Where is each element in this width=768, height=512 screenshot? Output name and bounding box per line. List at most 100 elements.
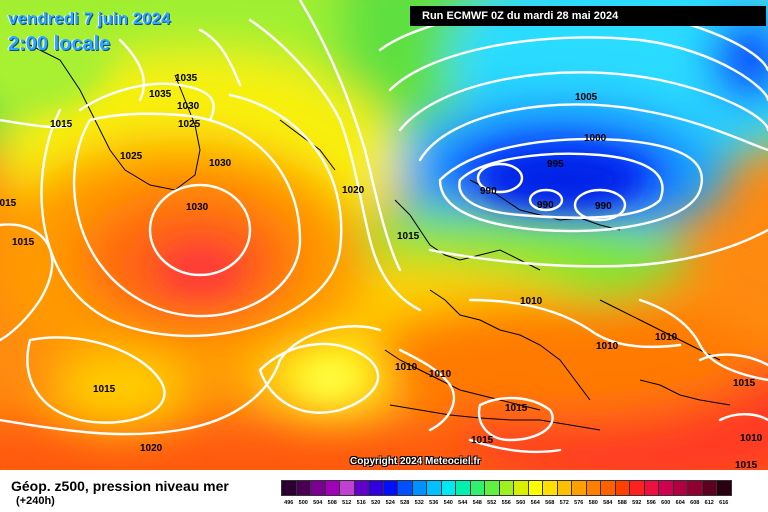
isobar-label: 1015 xyxy=(735,460,758,470)
isobar-label: 1005 xyxy=(575,92,598,103)
legend-swatch xyxy=(411,480,427,496)
legend-label: 568 xyxy=(545,500,555,506)
legend-swatch xyxy=(527,480,543,496)
isobar-label: 1030 xyxy=(177,101,200,112)
isobar-label: 1015 xyxy=(397,231,420,242)
isobar-label: 1015 xyxy=(93,384,116,395)
legend-label: 584 xyxy=(603,500,613,506)
legend-bar: Géop. z500, pression niveau mer (+240h) … xyxy=(0,470,768,512)
legend-swatch xyxy=(397,480,413,496)
legend-label: 564 xyxy=(530,500,540,506)
isobar-label: 995 xyxy=(547,159,564,170)
legend-swatch xyxy=(556,480,572,496)
legend-swatch xyxy=(629,480,645,496)
color-scale-labels: 496 500 504 508 512 516 520 524 528 532 536 540 544 5… xyxy=(281,500,731,510)
isobar-label: 1010 xyxy=(429,369,452,380)
legend-swatch xyxy=(658,480,674,496)
legend-swatch xyxy=(513,480,529,496)
legend-swatch xyxy=(426,480,442,496)
legend-label: 548 xyxy=(472,500,482,506)
legend-swatch xyxy=(716,480,732,496)
legend-label: 516 xyxy=(356,500,366,506)
isobar-label: 1020 xyxy=(342,185,365,196)
isobar-label: 990 xyxy=(595,201,612,212)
legend-label: 608 xyxy=(690,500,700,506)
legend-label: 616 xyxy=(719,500,729,506)
legend-swatch xyxy=(687,480,703,496)
legend-swatch xyxy=(600,480,616,496)
legend-swatch xyxy=(295,480,311,496)
lead-time-label: (+240h) xyxy=(16,495,55,507)
isobar-label: 1010 xyxy=(395,362,418,373)
legend-label: 560 xyxy=(516,500,526,506)
legend-swatch xyxy=(455,480,471,496)
coastlines xyxy=(19,39,731,431)
legend-swatch xyxy=(542,480,558,496)
isobar-label: 1015 xyxy=(733,378,756,389)
legend-swatch xyxy=(382,480,398,496)
legend-label: 556 xyxy=(501,500,511,506)
isobar-label: 990 xyxy=(480,186,497,197)
isobar-label: 1035 xyxy=(175,73,198,84)
legend-label: 508 xyxy=(327,500,337,506)
legend-label: 496 xyxy=(284,500,294,506)
legend-swatch xyxy=(281,480,297,496)
legend-label: 524 xyxy=(385,500,395,506)
legend-label: 532 xyxy=(414,500,424,506)
legend-swatch xyxy=(339,480,355,496)
isobar-label: 1030 xyxy=(209,158,232,169)
legend-label: 604 xyxy=(675,500,685,506)
legend-label: 552 xyxy=(487,500,497,506)
isobar-label: 1030 xyxy=(186,202,209,213)
legend-swatch xyxy=(310,480,326,496)
product-title: Géop. z500, pression niveau mer xyxy=(11,478,229,494)
legend-label: 576 xyxy=(574,500,584,506)
isobar-label: 1015 xyxy=(12,237,35,248)
legend-label: 500 xyxy=(298,500,308,506)
isobar-label: 1010 xyxy=(740,433,763,444)
legend-swatch xyxy=(368,480,384,496)
legend-label: 528 xyxy=(400,500,410,506)
isobar-label: 1015 xyxy=(471,435,494,446)
isobar-label: 1000 xyxy=(584,133,607,144)
legend-label: 592 xyxy=(632,500,642,506)
isobar-label: 1020 xyxy=(140,443,163,454)
legend-swatch xyxy=(585,480,601,496)
legend-label: 504 xyxy=(313,500,323,506)
legend-swatch xyxy=(643,480,659,496)
geopotential-shading-detail xyxy=(0,10,640,394)
weather-map: 1035 1035 1030 1025 1015 1025 1030 1030 … xyxy=(0,0,768,470)
forecast-date-title: vendredi 7 juin 2024 xyxy=(8,9,171,28)
isobar-label: 990 xyxy=(537,200,554,211)
isobar-label: 1010 xyxy=(596,341,619,352)
isobar-label: 1015 xyxy=(50,119,73,130)
legend-swatch xyxy=(324,480,340,496)
isobars xyxy=(0,0,768,454)
legend-label: 580 xyxy=(588,500,598,506)
legend-swatch xyxy=(469,480,485,496)
color-scale xyxy=(281,480,732,496)
isobar-labels: 1035 1035 1030 1025 1015 1025 1030 1030 … xyxy=(0,73,763,470)
copyright-notice: Copyright 2024 Meteociel.fr xyxy=(350,456,481,467)
isobar-label: 1015 xyxy=(0,198,17,209)
geopotential-shading xyxy=(0,0,768,470)
legend-swatch xyxy=(614,480,630,496)
forecast-time-title: 2:00 locale xyxy=(8,33,111,55)
isobar-label: 1015 xyxy=(505,403,528,414)
legend-swatch xyxy=(672,480,688,496)
isobar-label: 1035 xyxy=(149,89,172,100)
legend-label: 612 xyxy=(704,500,714,506)
model-run-banner: Run ECMWF 0Z du mardi 28 mai 2024 xyxy=(410,6,766,26)
legend-swatch xyxy=(484,480,500,496)
legend-swatch xyxy=(440,480,456,496)
isobar-label: 1010 xyxy=(655,332,678,343)
legend-label: 540 xyxy=(443,500,453,506)
isobar-label: 1025 xyxy=(178,119,201,130)
isobar-label: 1025 xyxy=(120,151,143,162)
legend-label: 600 xyxy=(661,500,671,506)
isobar-label: 1010 xyxy=(520,296,543,307)
legend-swatch xyxy=(498,480,514,496)
legend-swatch xyxy=(701,480,717,496)
legend-swatch xyxy=(571,480,587,496)
legend-swatch xyxy=(353,480,369,496)
